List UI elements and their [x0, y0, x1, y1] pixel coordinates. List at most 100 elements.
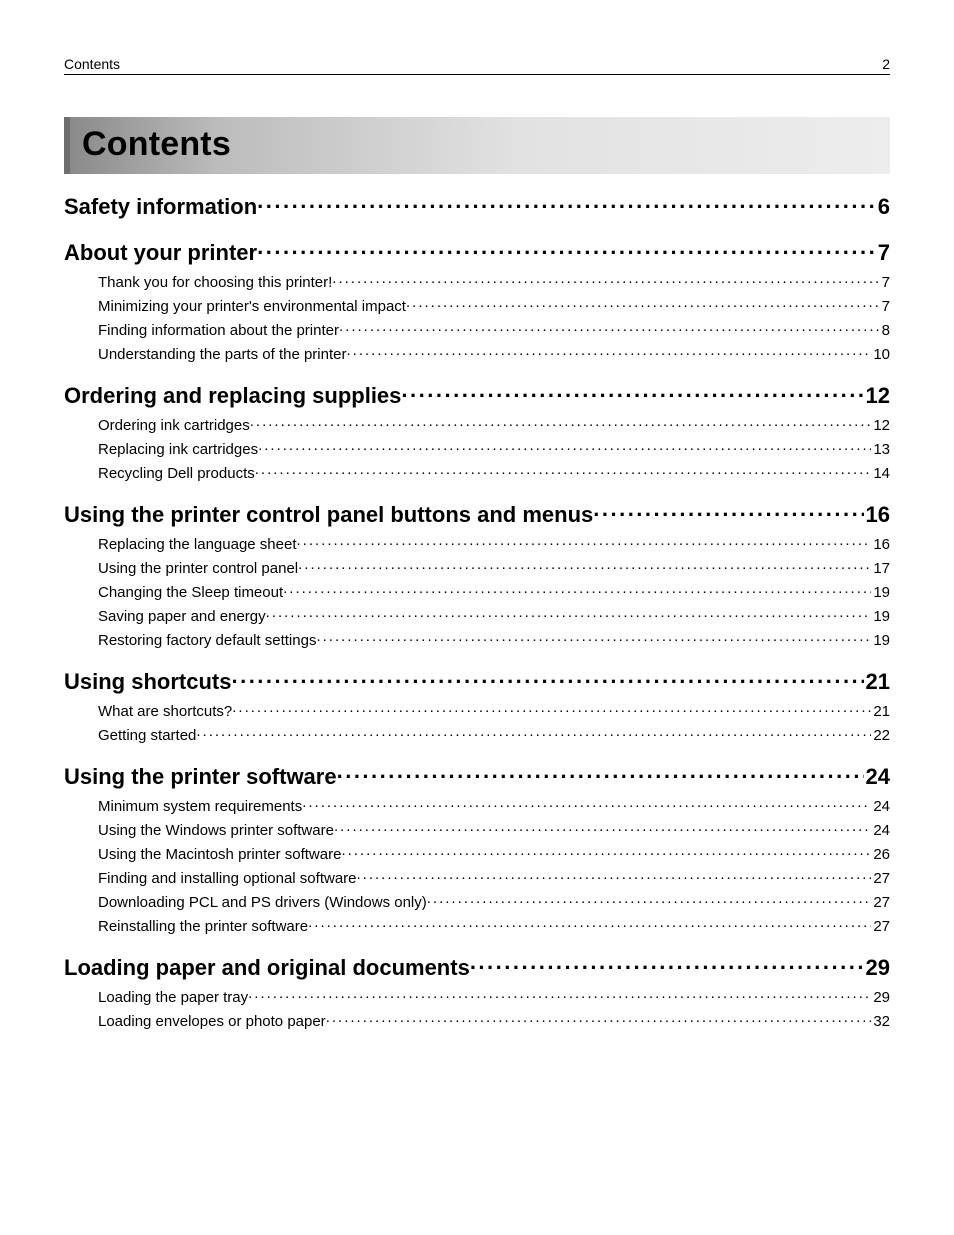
toc-leader-dots [401, 381, 863, 403]
toc-leader-dots [308, 916, 871, 931]
toc-leader-dots [231, 667, 863, 689]
toc-entry-topic[interactable]: Recycling Dell products14 [98, 463, 890, 482]
toc-entry-topic[interactable]: Getting started22 [98, 725, 890, 744]
toc-entry-label: Finding information about the printer [98, 322, 339, 339]
toc-entry-page: 16 [871, 536, 890, 553]
toc-entry-page: 26 [871, 846, 890, 863]
toc-entry-label: Using the Macintosh printer software [98, 846, 341, 863]
toc-entry-page: 24 [864, 764, 890, 790]
toc-entry-chapter[interactable]: Using the printer control panel buttons … [64, 500, 890, 528]
toc-section: Using the printer control panel buttons … [64, 500, 890, 649]
toc-entry-page: 27 [871, 918, 890, 935]
toc-entry-page: 29 [871, 989, 890, 1006]
toc-entry-topic[interactable]: Minimizing your printer's environmental … [98, 296, 890, 315]
toc-entry-label: Using the printer software [64, 764, 337, 790]
toc-leader-dots [196, 725, 871, 740]
toc-entry-label: Minimum system requirements [98, 798, 302, 815]
toc-entry-page: 10 [871, 346, 890, 363]
toc-entry-page: 32 [871, 1013, 890, 1030]
toc-entry-topic[interactable]: Understanding the parts of the printer 10 [98, 344, 890, 363]
title-bar: Contents [64, 117, 890, 174]
toc-leader-dots [257, 238, 876, 260]
toc-entry-label: Loading the paper tray [98, 989, 248, 1006]
toc-entry-label: Using the printer control panel buttons … [64, 502, 593, 528]
toc-entry-label: Ordering and replacing supplies [64, 383, 401, 409]
toc-entry-page: 14 [871, 465, 890, 482]
toc-entry-chapter[interactable]: Using shortcuts 21 [64, 667, 890, 695]
toc-entry-label: Changing the Sleep timeout [98, 584, 283, 601]
toc-leader-dots [427, 892, 872, 907]
toc-entry-page: 6 [876, 194, 890, 220]
toc-leader-dots [337, 762, 864, 784]
toc-section: Safety information 6 [64, 192, 890, 220]
toc-entry-label: Thank you for choosing this printer! [98, 274, 332, 291]
running-header: Contents 2 [64, 56, 890, 75]
toc-entry-topic[interactable]: Using the printer control panel17 [98, 558, 890, 577]
toc-leader-dots [332, 272, 879, 287]
toc-section: Using shortcuts 21 What are shortcuts? 21 Ge… [64, 667, 890, 744]
toc-entry-topic[interactable]: Using the Windows printer software24 [98, 820, 890, 839]
toc-entry-topic[interactable]: Finding and installing optional software… [98, 868, 890, 887]
toc-entry-chapter[interactable]: About your printer7 [64, 238, 890, 266]
toc-entry-label: Understanding the parts of the printer [98, 346, 346, 363]
toc-leader-dots [266, 606, 872, 621]
toc-entry-label: Reinstalling the printer software [98, 918, 308, 935]
table-of-contents: Safety information 6 About your printer7 Th… [64, 192, 890, 1030]
toc-entry-page: 16 [864, 502, 890, 528]
toc-entry-topic[interactable]: Using the Macintosh printer software 26 [98, 844, 890, 863]
toc-entry-page: 7 [880, 274, 890, 291]
toc-entry-label: Safety information [64, 194, 257, 220]
toc-entry-chapter[interactable]: Safety information 6 [64, 192, 890, 220]
toc-entry-topic[interactable]: What are shortcuts? 21 [98, 701, 890, 720]
toc-leader-dots [326, 1011, 872, 1026]
toc-leader-dots [302, 796, 871, 811]
toc-entry-topic[interactable]: Thank you for choosing this printer! 7 [98, 272, 890, 291]
toc-entry-label: Loading paper and original documents [64, 955, 470, 981]
toc-entry-topic[interactable]: Loading the paper tray 29 [98, 987, 890, 1006]
toc-entry-page: 27 [871, 870, 890, 887]
toc-entry-label: Finding and installing optional software [98, 870, 357, 887]
page-title: Contents [82, 125, 878, 164]
toc-leader-dots [470, 953, 864, 975]
toc-entry-label: Replacing the language sheet [98, 536, 297, 553]
toc-entry-label: Replacing ink cartridges [98, 441, 258, 458]
toc-entry-page: 8 [880, 322, 890, 339]
toc-leader-dots [250, 415, 872, 430]
toc-entry-topic[interactable]: Minimum system requirements 24 [98, 796, 890, 815]
toc-entry-label: What are shortcuts? [98, 703, 232, 720]
toc-leader-dots [297, 534, 872, 549]
toc-entry-page: 24 [871, 798, 890, 815]
toc-entry-page: 21 [871, 703, 890, 720]
toc-section: Using the printer software24Minimum syst… [64, 762, 890, 935]
toc-entry-topic[interactable]: Changing the Sleep timeout19 [98, 582, 890, 601]
toc-leader-dots [248, 987, 871, 1002]
toc-entry-topic[interactable]: Saving paper and energy19 [98, 606, 890, 625]
toc-entry-topic[interactable]: Replacing ink cartridges 13 [98, 439, 890, 458]
toc-entry-topic[interactable]: Loading envelopes or photo paper32 [98, 1011, 890, 1030]
toc-entry-label: Restoring factory default settings [98, 632, 316, 649]
toc-entry-chapter[interactable]: Ordering and replacing supplies12 [64, 381, 890, 409]
toc-entry-topic[interactable]: Reinstalling the printer software 27 [98, 916, 890, 935]
toc-entry-topic[interactable]: Replacing the language sheet 16 [98, 534, 890, 553]
toc-entry-label: Using the printer control panel [98, 560, 298, 577]
toc-entry-page: 21 [864, 669, 890, 695]
toc-entry-page: 22 [871, 727, 890, 744]
toc-entry-topic[interactable]: Finding information about the printer 8 [98, 320, 890, 339]
toc-entry-page: 13 [871, 441, 890, 458]
toc-leader-dots [341, 844, 871, 859]
toc-leader-dots [357, 868, 872, 883]
toc-entry-label: Ordering ink cartridges [98, 417, 250, 434]
toc-entry-chapter[interactable]: Loading paper and original documents29 [64, 953, 890, 981]
toc-entry-topic[interactable]: Restoring factory default settings19 [98, 630, 890, 649]
toc-entry-topic[interactable]: Ordering ink cartridges12 [98, 415, 890, 434]
toc-entry-topic[interactable]: Downloading PCL and PS drivers (Windows … [98, 892, 890, 911]
toc-leader-dots [255, 463, 872, 478]
toc-leader-dots [593, 500, 863, 522]
toc-entry-page: 7 [876, 240, 890, 266]
toc-leader-dots [232, 701, 871, 716]
toc-entry-label: Downloading PCL and PS drivers (Windows … [98, 894, 427, 911]
toc-entry-chapter[interactable]: Using the printer software 24 [64, 762, 890, 790]
toc-entry-label: Using shortcuts [64, 669, 231, 695]
toc-leader-dots [406, 296, 880, 311]
toc-entry-label: Saving paper and energy [98, 608, 266, 625]
